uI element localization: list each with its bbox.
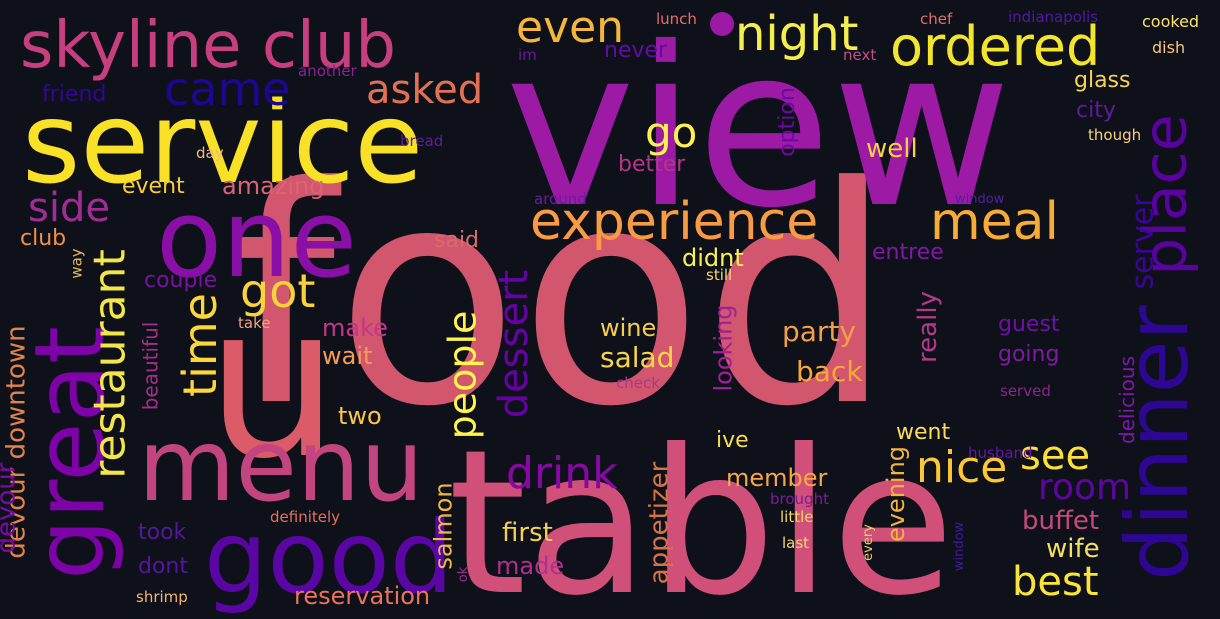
word-event: event	[122, 174, 185, 199]
word-brought: brought	[770, 490, 829, 508]
word-around: around	[534, 190, 587, 208]
word-wine: wine	[600, 314, 657, 342]
word-see: see	[1020, 433, 1091, 479]
word-went: went	[896, 420, 951, 445]
word-experience: experience	[530, 192, 819, 252]
word-lunch: lunch	[656, 10, 697, 28]
word-food: food	[230, 123, 894, 472]
word-club: club	[20, 226, 67, 251]
word-shrimp: shrimp	[136, 588, 188, 606]
word-way: way	[67, 248, 86, 279]
word-wife: wife	[1046, 534, 1100, 564]
word-even: even	[516, 2, 625, 53]
word-indianapolis: indianapolis	[1008, 8, 1099, 26]
word-dessert: dessert	[491, 269, 538, 419]
word-two: two	[338, 402, 382, 430]
word-window: window	[955, 192, 1005, 207]
word-chef: chef	[920, 10, 953, 28]
word-dont: dont	[138, 554, 188, 579]
word-definitely: definitely	[270, 508, 341, 526]
word-go: go	[645, 108, 698, 157]
word-skyline-club: skyline club	[20, 9, 396, 83]
word-served: served	[1000, 382, 1051, 400]
word-made: made	[496, 552, 565, 580]
word-evening: evening	[882, 445, 911, 543]
word-friend: friend	[42, 82, 107, 107]
word-ok: ok	[456, 566, 472, 583]
word-asked: asked	[366, 67, 484, 113]
word-nice: nice	[916, 442, 1008, 493]
word-going: going	[998, 342, 1060, 367]
word-ordered: ordered	[890, 15, 1101, 78]
word-beautiful: beautiful	[138, 321, 163, 411]
word-salmon: salmon	[429, 482, 458, 570]
word-member: member	[726, 464, 828, 492]
word-first: first	[502, 518, 553, 548]
word-menu: menu	[138, 407, 424, 524]
word-couple: couple	[144, 268, 218, 293]
word-server: server	[1125, 194, 1161, 290]
word-looking: looking	[709, 304, 738, 392]
word-little: little	[780, 508, 814, 526]
word-entree: entree	[872, 240, 944, 265]
word-really: really	[912, 291, 943, 363]
word-dish: dish	[1152, 38, 1186, 57]
word-night: night	[735, 6, 859, 62]
word-one: one	[156, 177, 357, 302]
word-service: service	[22, 79, 424, 209]
word-amazing: amazing	[222, 172, 325, 200]
dot-mark	[710, 12, 734, 36]
word-glass: glass	[1074, 68, 1131, 93]
word-though: though	[1088, 126, 1142, 144]
word-never: never	[604, 38, 668, 63]
word-table: table	[448, 407, 955, 619]
word-drink: drink	[506, 448, 618, 499]
word-last: last	[782, 534, 810, 552]
word-took: took	[138, 520, 187, 545]
word-wait: wait	[322, 342, 373, 370]
word-salad: salad	[600, 341, 675, 374]
word-reservation: reservation	[294, 582, 431, 610]
word-every: every	[860, 524, 876, 561]
word-best: best	[1012, 559, 1099, 605]
word-still: still	[706, 266, 733, 284]
word-party: party	[782, 315, 856, 348]
word-check: check	[616, 374, 660, 392]
word-didnt: didnt	[682, 244, 744, 272]
word-meal: meal	[930, 192, 1059, 252]
word-said: said	[434, 228, 480, 253]
word-appetizer: appetizer	[644, 461, 675, 585]
word-ive: ive	[716, 428, 749, 453]
word-bread: bread	[400, 132, 444, 150]
word-well: well	[866, 134, 918, 164]
word-better: better	[618, 152, 686, 177]
word-im: im	[518, 46, 537, 64]
word-cooked: cooked	[1142, 12, 1200, 31]
word-came: came	[164, 62, 291, 116]
word-option: option	[774, 87, 800, 157]
word-next: next	[843, 46, 877, 64]
word-u: u	[206, 260, 340, 505]
word-day: day	[196, 144, 224, 162]
word-guest: guest	[998, 312, 1060, 337]
word-back: back	[796, 355, 863, 388]
word-window-2: window	[952, 521, 968, 572]
word-devour: devour	[0, 462, 22, 554]
word-take: take	[238, 314, 271, 332]
word-good: good	[204, 499, 454, 616]
word-view: view	[505, 0, 1012, 256]
word-people: people	[440, 310, 485, 440]
word-restaurant: restaurant	[84, 249, 136, 479]
word-room: room	[1038, 467, 1132, 508]
word-got: got	[240, 264, 316, 318]
word-side: side	[28, 185, 110, 231]
word-make: make	[322, 314, 388, 342]
word-time: time	[172, 293, 227, 397]
word-city: city	[1076, 98, 1116, 123]
word-delicious: delicious	[1115, 356, 1139, 444]
word-another: another	[298, 62, 357, 80]
word-husband: husband	[968, 444, 1033, 462]
word-buffet: buffet	[1022, 506, 1100, 536]
